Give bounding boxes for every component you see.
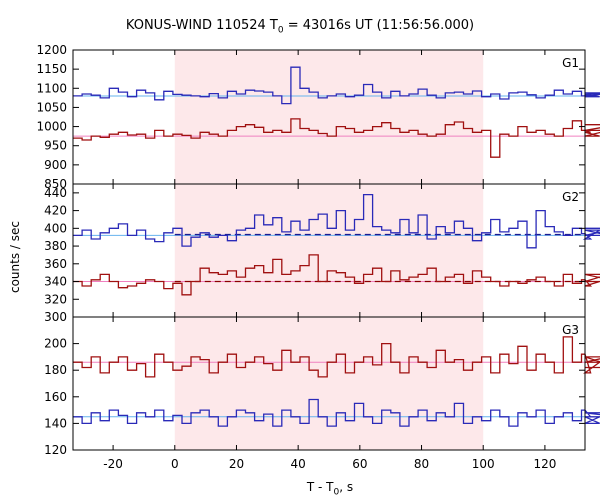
x-axis-label: T - T0, s [306, 480, 354, 498]
y-tick-label: 400 [44, 221, 67, 235]
chart-title: KONUS-WIND 110524 T0 = 43016s UT (11:56:… [125, 18, 475, 36]
y-tick-label: 440 [44, 186, 67, 200]
y-tick-label: 420 [44, 204, 67, 218]
y-axis-label: counts / sec [8, 221, 22, 294]
light-curve-series-g1-1 [73, 118, 600, 158]
x-tick-label: 40 [291, 457, 306, 471]
y-tick-label: 1100 [36, 81, 67, 95]
y-tick-label: 950 [44, 139, 67, 153]
panel-label: G2 [562, 190, 579, 204]
y-tick-label: 380 [44, 239, 67, 253]
light-curve-series-g2-0 [73, 193, 600, 249]
y-tick-label: 1200 [36, 43, 67, 57]
x-tick-label: 20 [229, 457, 244, 471]
light-curve-series-g2-1 [73, 254, 600, 296]
y-tick-label: 300 [44, 310, 67, 324]
y-tick-label: 900 [44, 158, 67, 172]
y-tick-label: 140 [44, 416, 67, 430]
x-tick-label: 100 [472, 457, 495, 471]
y-tick-label: 320 [44, 292, 67, 306]
panel-frame [72, 316, 586, 451]
x-tick-label: -20 [103, 457, 123, 471]
x-tick-label: 0 [171, 457, 179, 471]
y-tick-label: 1050 [36, 100, 67, 114]
x-tick-label: 60 [352, 457, 367, 471]
x-tick-label: 80 [414, 457, 429, 471]
y-tick-label: 360 [44, 257, 67, 271]
light-curve-series-g3-0 [73, 336, 600, 378]
y-tick-label: 160 [44, 390, 67, 404]
y-tick-label: 180 [44, 363, 67, 377]
y-tick-label: 850 [44, 177, 67, 191]
x-tick-label: 120 [533, 457, 556, 471]
y-tick-label: 1000 [36, 120, 67, 134]
light-curve-series-g1-0 [73, 66, 600, 105]
panel-label: G1 [562, 56, 579, 70]
y-tick-label: 1150 [36, 62, 67, 76]
y-tick-label: 120 [44, 443, 67, 457]
panel-label: G3 [562, 323, 579, 337]
y-tick-label: 200 [44, 337, 67, 351]
highlight-region [174, 50, 484, 450]
light-curve-series-g3-1 [73, 398, 600, 427]
y-tick-label: 340 [44, 275, 67, 289]
